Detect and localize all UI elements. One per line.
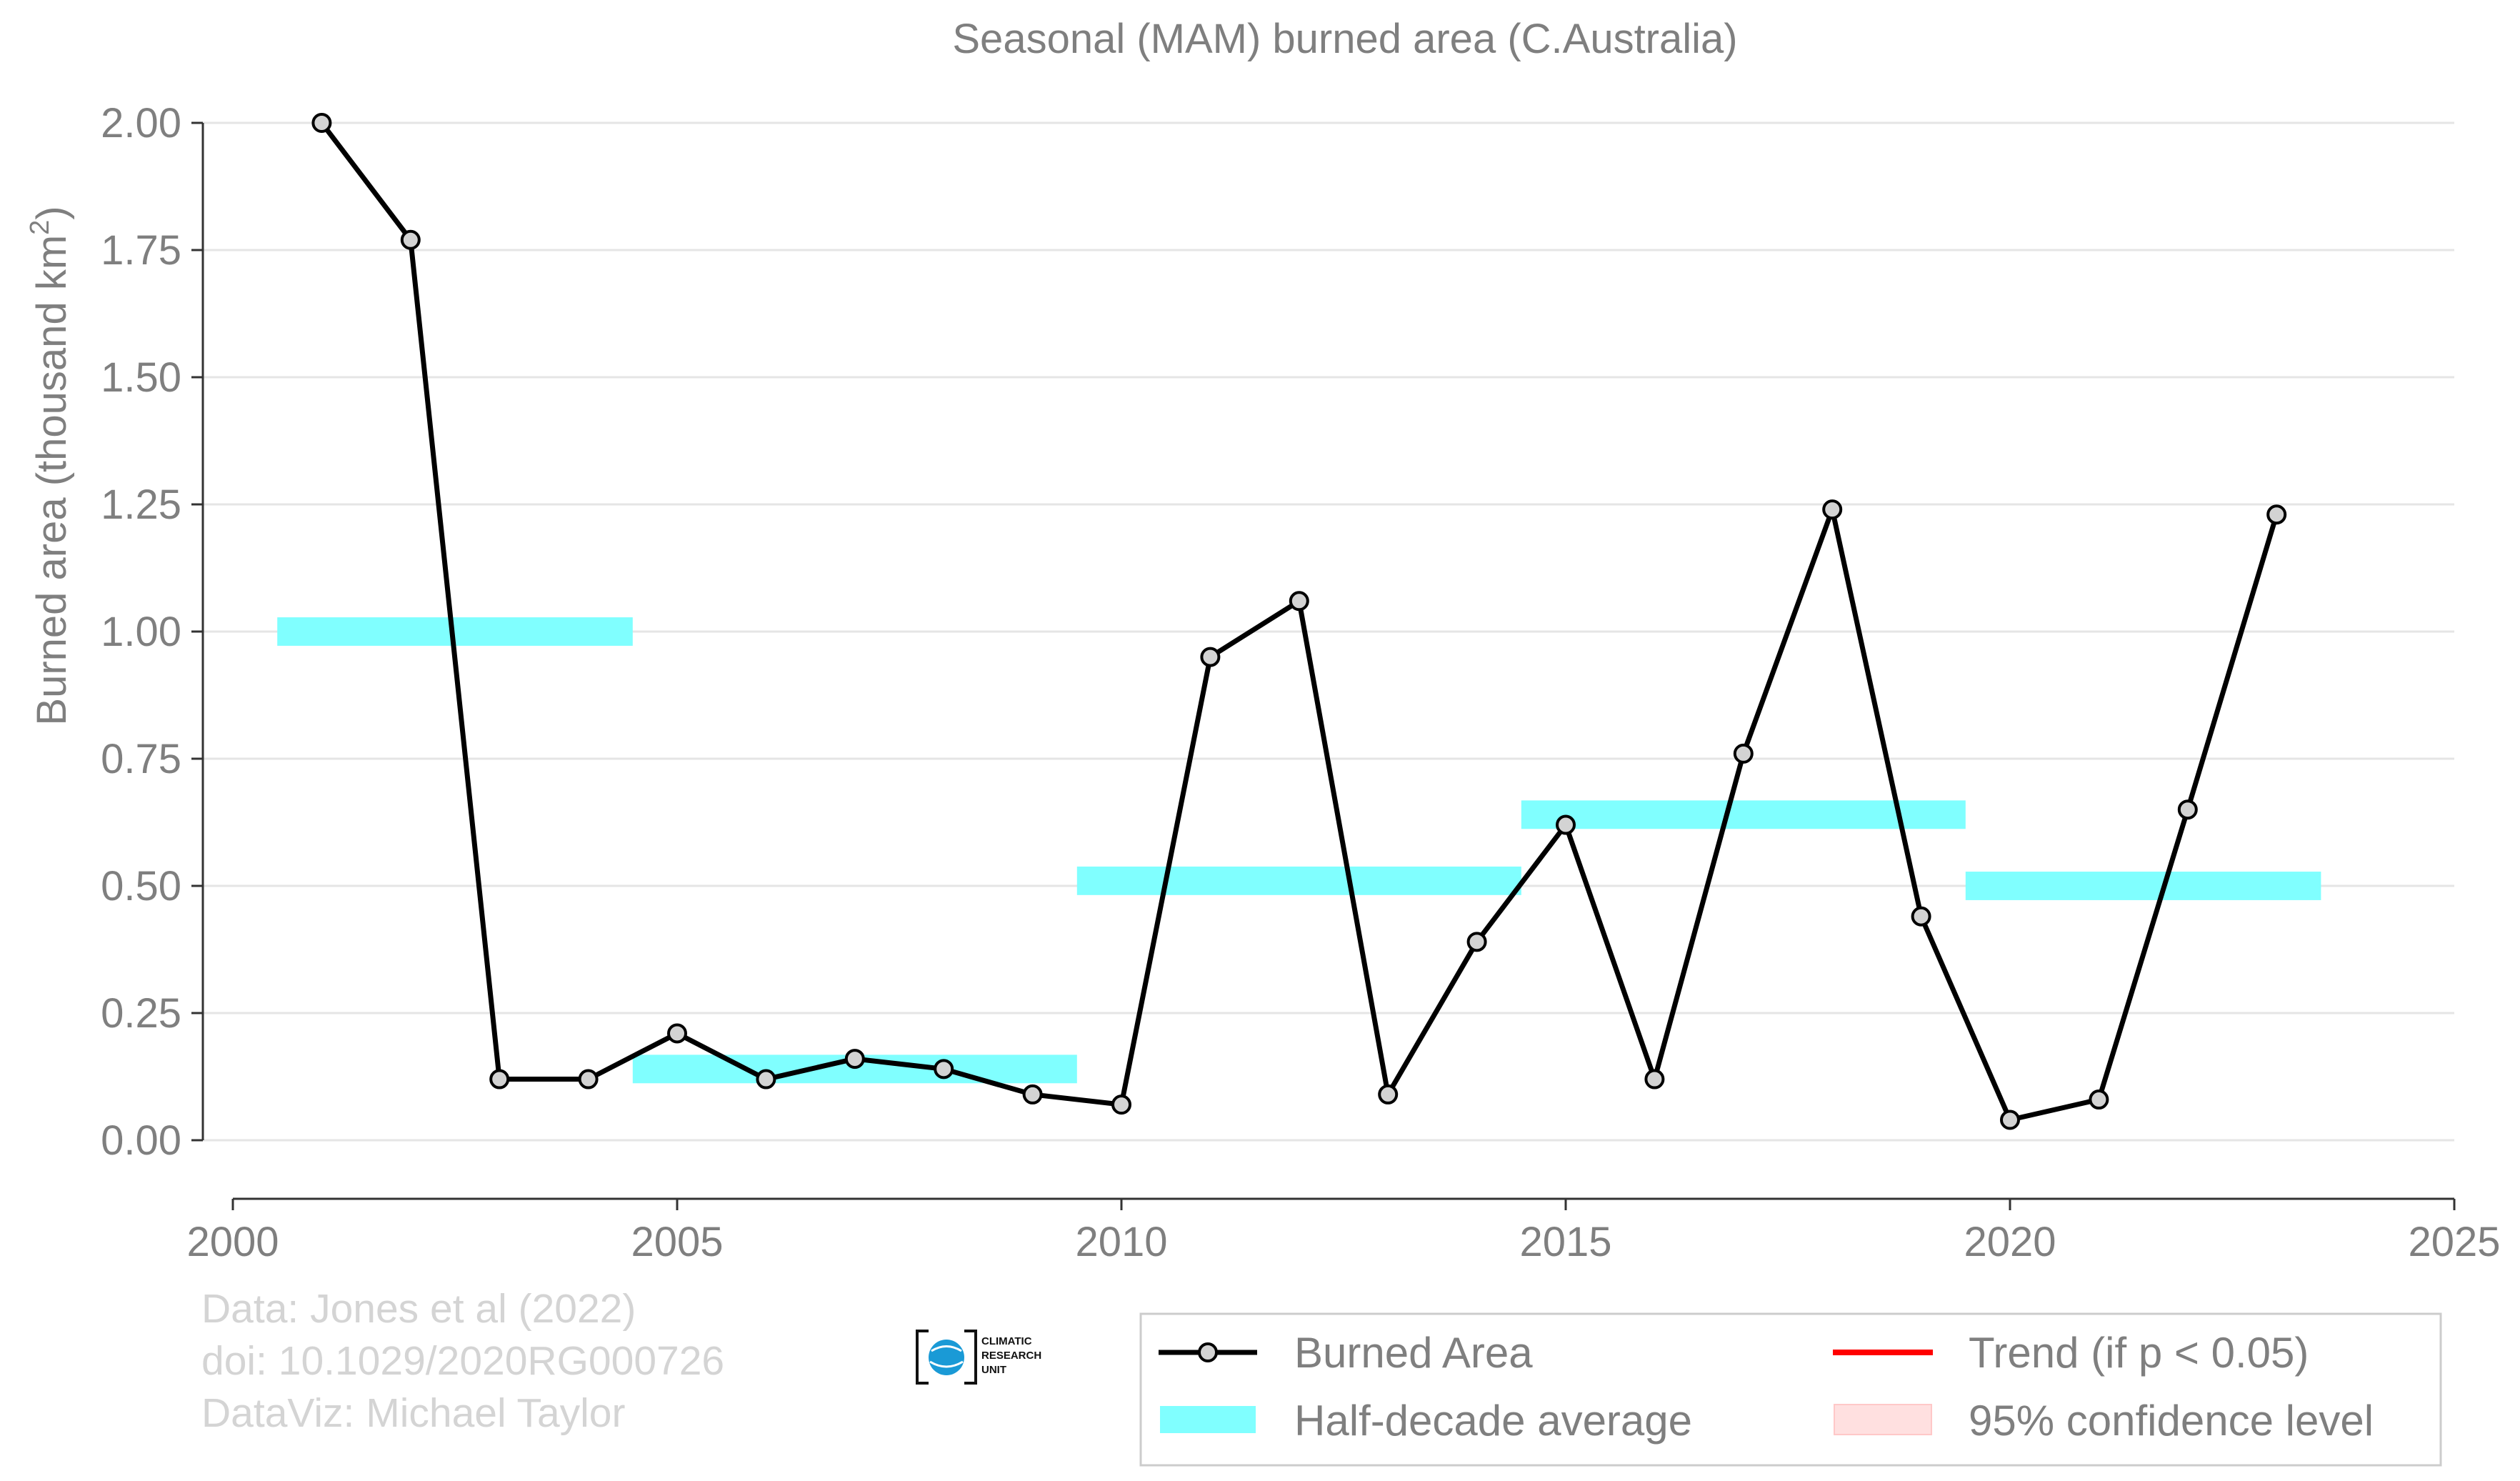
legend-label-burned-area: Burned Area (1294, 1329, 1533, 1377)
data-point (2266, 504, 2287, 525)
legend-label-trend: Trend (if p < 0.05) (1969, 1329, 2309, 1377)
data-point (756, 1069, 776, 1089)
credits: Data: Jones et al (2022) doi: 10.1029/20… (201, 1286, 724, 1436)
y-tick-label: 0.75 (101, 736, 181, 782)
x-tick-label: 2025 (2408, 1219, 2500, 1265)
data-point (2089, 1089, 2109, 1110)
logo-line-3: UNIT (981, 1364, 1006, 1376)
data-point (934, 1059, 954, 1079)
data-point (578, 1069, 599, 1089)
data-point (1556, 814, 1576, 835)
y-tick-label: 0.50 (101, 863, 181, 909)
half-decade-average-bar (1076, 866, 1521, 895)
half-decade-average-bar (1521, 800, 1966, 829)
half-decade-averages (277, 617, 2321, 1084)
y-ticks: 0.00 0.25 0.50 0.75 1.00 1.25 1.50 1.75 2.00 (101, 100, 203, 1164)
data-point (1378, 1084, 1399, 1104)
y-tick-label: 1.00 (101, 609, 181, 655)
legend: Burned Area Half-decade average Trend (i… (1139, 1312, 2442, 1467)
x-ticks: 2000 2005 2010 2015 2020 2025 (186, 1199, 2501, 1265)
logo-line-1: CLIMATIC (981, 1335, 1032, 1347)
y-tick-label: 1.50 (101, 354, 181, 401)
legend-frame (1139, 1312, 2442, 1467)
data-point (2177, 799, 2198, 820)
credit-dataviz: DataViz: Michael Taylor (201, 1390, 626, 1436)
credit-data: Data: Jones et al (2022) (201, 1286, 636, 1332)
x-tick-label: 2015 (1519, 1219, 1611, 1265)
data-point (844, 1049, 865, 1069)
y-tick-label: 0.25 (101, 990, 181, 1037)
x-tick-label: 2005 (631, 1219, 723, 1265)
legend-label-half-decade: Half-decade average (1294, 1397, 1692, 1445)
y-tick-label: 2.00 (101, 100, 181, 146)
half-decade-average-bar (1965, 872, 2321, 900)
data-point (400, 229, 421, 250)
legend-swatch-confidence (1834, 1404, 1932, 1435)
x-tick-label: 2010 (1075, 1219, 1167, 1265)
cru-logo: CLIMATIC RESEARCH UNIT (916, 1330, 1041, 1385)
data-point (1289, 591, 1309, 612)
y-tick-label: 1.75 (101, 227, 181, 274)
y-tick-label: 1.25 (101, 482, 181, 528)
chart-title: Seasonal (MAM) burned area (C.Australia) (952, 16, 1737, 62)
legend-swatch-half-decade (1160, 1406, 1256, 1433)
legend-marker-burned-area (1198, 1342, 1218, 1362)
data-point (1911, 906, 1931, 927)
data-point (1822, 499, 1843, 520)
data-point (1644, 1069, 1665, 1089)
data-point (1022, 1084, 1043, 1104)
data-point (1466, 932, 1487, 952)
y-axis-label: Burned area (thousand km2) (25, 206, 75, 725)
credit-doi: doi: 10.1029/2020RG000726 (201, 1338, 724, 1384)
data-point (667, 1023, 687, 1044)
data-point (2000, 1109, 2020, 1130)
y-tick-label: 0.00 (101, 1117, 181, 1164)
series-burned-area (311, 113, 2287, 1130)
x-tick-label: 2020 (1964, 1219, 2056, 1265)
logo-line-2: RESEARCH (981, 1350, 1041, 1362)
data-point (1111, 1094, 1131, 1115)
x-tick-label: 2000 (186, 1219, 279, 1265)
legend-label-confidence: 95% confidence level (1969, 1397, 2374, 1445)
data-point (1733, 743, 1754, 764)
data-point (489, 1069, 510, 1089)
data-point (311, 113, 332, 133)
globe-icon (929, 1340, 964, 1375)
data-point (1200, 647, 1221, 667)
